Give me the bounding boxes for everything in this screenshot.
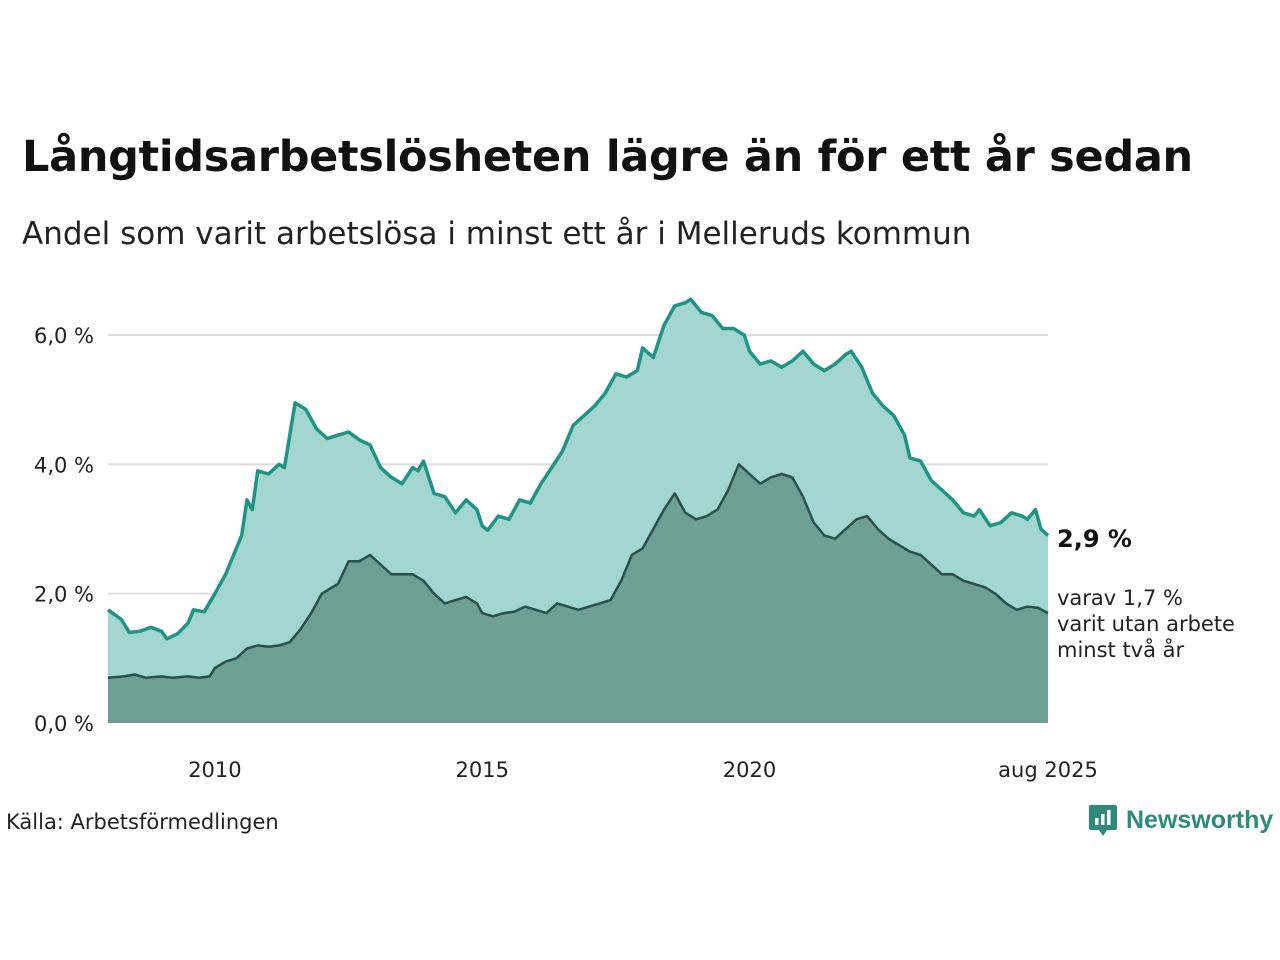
- y-tick-label: 0,0 %: [34, 712, 94, 736]
- long-term-unemployed-line: [106, 297, 1050, 641]
- y-tick-label: 6,0 %: [34, 324, 94, 348]
- brand-name: Newsworthy: [1126, 805, 1274, 834]
- last-value-sub-label: varit utan arbete: [1057, 612, 1235, 636]
- source-note: Källa: Arbetsförmedlingen: [6, 810, 279, 834]
- y-tick-label: 4,0 %: [34, 453, 94, 477]
- two-year-unemployed-area: [108, 464, 1048, 723]
- newsworthy-logo: Newsworthy: [1088, 803, 1273, 837]
- newsworthy-logo-icon: [1089, 805, 1117, 836]
- last-value-sub-label: minst två år: [1057, 637, 1185, 662]
- last-value-sub-label: varav 1,7 %: [1057, 586, 1183, 610]
- last-value-label: 2,9 %: [1057, 525, 1132, 553]
- chart-title: Långtidsarbetslösheten lägre än för ett …: [22, 132, 1193, 182]
- y-tick-label: 2,0 %: [34, 583, 94, 607]
- x-tick-label: aug 2025: [998, 758, 1098, 782]
- x-tick-label: 2015: [455, 758, 508, 782]
- x-tick-label: 2020: [723, 758, 776, 782]
- chart-subtitle: Andel som varit arbetslösa i minst ett å…: [22, 216, 972, 252]
- two-year-unemployed-line: [107, 463, 1049, 679]
- x-tick-label: 2010: [188, 758, 241, 782]
